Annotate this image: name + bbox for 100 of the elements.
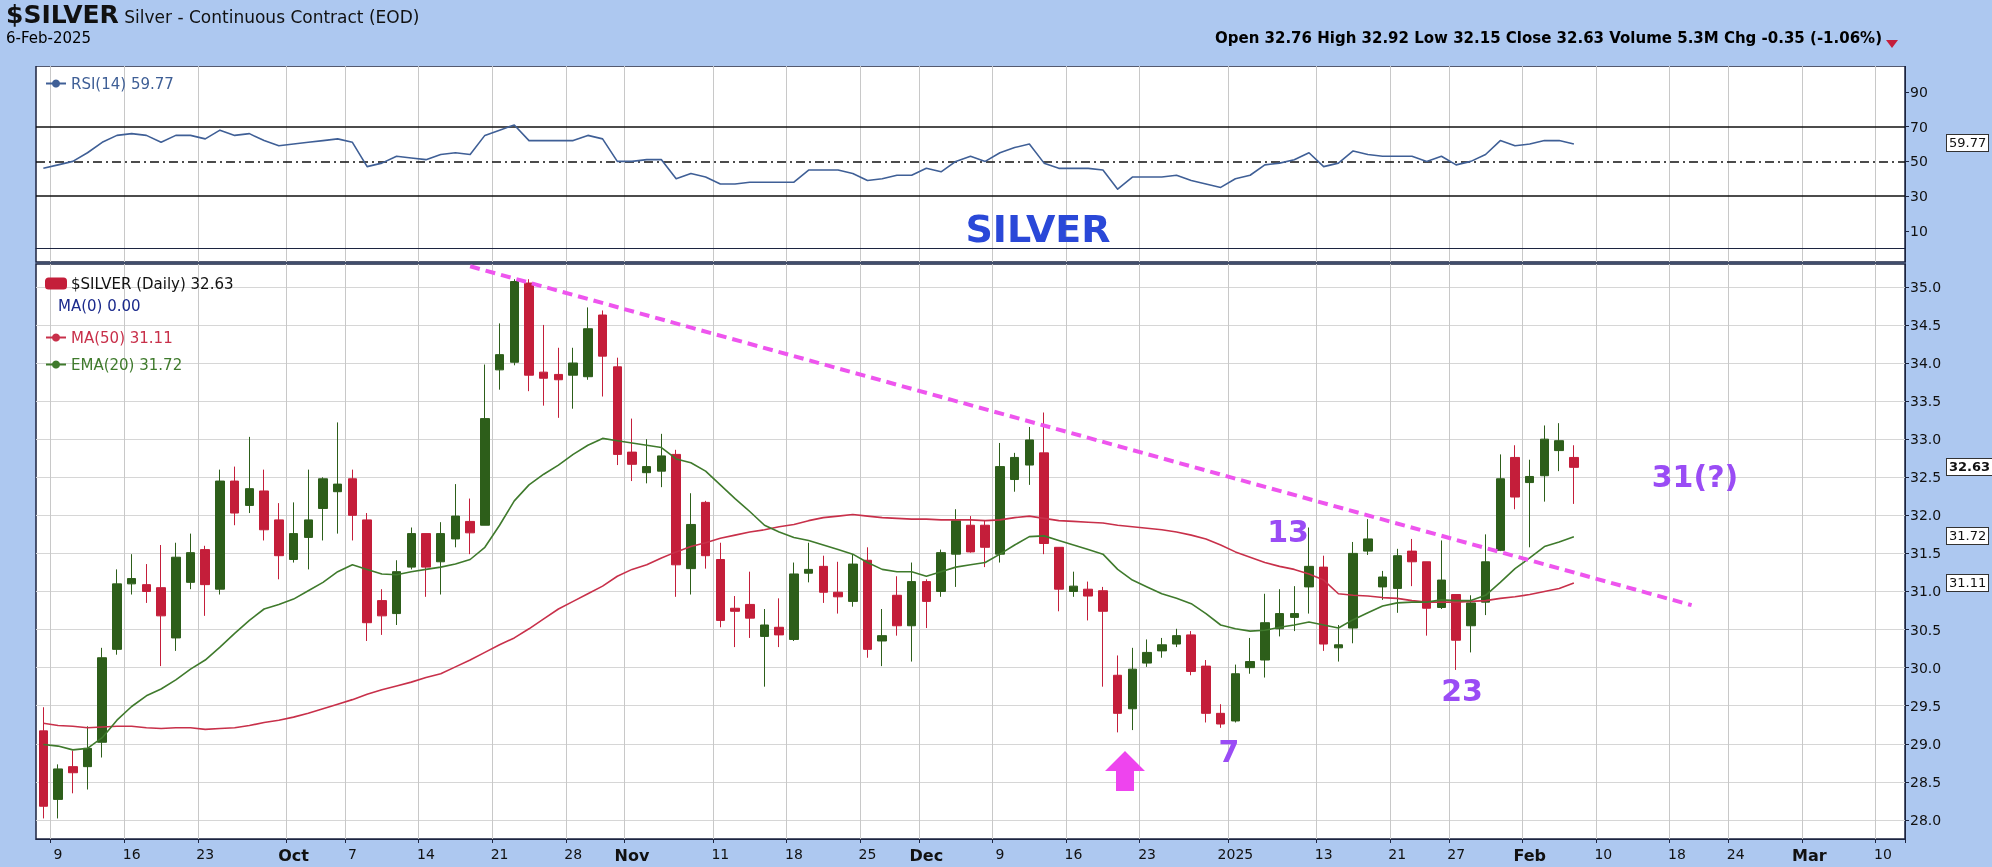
x-tick-label: Mar [1792,845,1827,865]
candlestick [701,500,710,570]
y-tick-label: 34.5 [1910,316,1942,333]
candlestick [774,597,784,648]
candlestick [863,546,872,659]
text: Open 32.76 High 32.92 Low 32.15 Close 32.63 Volume 5.3M Chg -0.35 (-1.06%) [1214,29,1882,47]
candlestick [156,544,166,667]
candlestick [1348,541,1358,644]
y-tick-label: 10 [1910,222,1928,239]
candlestick [1319,555,1328,652]
candlestick [304,469,313,570]
x-tick-label: 21 [490,846,509,862]
text: 31.72 [1946,527,1990,545]
y-tick-label: 32.0 [1910,507,1942,524]
candlestick [200,545,210,617]
candlestick [745,571,755,639]
text: 6-Feb-2025 [6,29,92,47]
candlestick [833,561,843,615]
candlestick [1275,588,1284,637]
annotation: MA(0) 0.00 [58,297,141,315]
x-tick-label: Oct [278,845,310,865]
x-tick-label: 23 [196,846,215,862]
candlestick [230,466,239,526]
x-tick-label: 18 [1667,846,1686,862]
x-tick-label: 28 [564,846,583,862]
y-tick-label: 90 [1910,84,1928,101]
candlestick [1481,533,1490,616]
x-tick-label: 23 [1138,846,1157,862]
x-tick-label: Nov [614,845,650,865]
candlestick [1128,647,1137,731]
annotation: 23 [1441,672,1483,708]
candlestick [465,498,475,555]
candlestick [995,442,1005,564]
candlestick [1186,630,1196,676]
y-tick-label: 31.0 [1910,583,1942,600]
candlestick [1172,628,1181,648]
y-tick-label: 50 [1910,153,1928,170]
y-tick-label: 30.5 [1910,621,1942,638]
candlestick [819,555,828,604]
candlestick [1142,638,1152,668]
candlestick [716,542,725,628]
chart-title: $SILVER [6,0,119,29]
candlestick [333,421,342,535]
candlestick [127,553,136,596]
candlestick [39,706,48,819]
candlestick [1554,422,1564,472]
candlestick [598,309,607,398]
candlestick [97,647,107,759]
candlestick [289,501,298,564]
candlestick [568,347,578,410]
legend-label: EMA(20) 31.72 [71,355,183,374]
candlestick [657,433,666,488]
candlestick [730,595,740,648]
candlestick [1231,664,1240,723]
annotation: 31(?) [1651,458,1739,494]
candlestick [377,588,387,636]
annotation: 7 [1218,733,1240,769]
candlestick [83,725,92,790]
y-tick-label: 28.5 [1910,773,1942,790]
line-series [42,124,1575,190]
x-tick-label: 9 [995,846,1005,862]
x-tick-label: 21 [1388,846,1407,862]
candlestick [554,347,563,419]
x-tick-label: 18 [784,846,803,862]
chart-subtitle: Silver - Continuous Contract (EOD) [123,7,420,27]
candlestick [510,278,519,366]
candlestick [392,559,401,626]
candlestick [1466,594,1476,653]
x-tick-label: 24 [1726,846,1745,862]
text: 59.77 [1946,134,1990,152]
candlestick [142,563,151,604]
candlestick [1378,570,1387,601]
x-tick-label: 11 [711,846,730,862]
candlestick [274,502,284,580]
x-tick-label: 27 [1447,846,1466,862]
x-tick-label: Feb [1513,845,1547,865]
candlestick [1054,546,1064,612]
candlestick [627,418,637,482]
candlestick [951,508,961,588]
candlestick [1393,548,1402,614]
candlestick [686,492,696,596]
candlestick [642,438,651,484]
x-tick-label: Dec [909,845,944,865]
legend-label: RSI(14) 59.77 [71,74,174,93]
y-tick-label: 33.5 [1910,393,1942,410]
candlestick [1525,459,1534,548]
y-tick-label: 29.5 [1910,697,1942,714]
x-tick-label: 16 [122,846,141,862]
candlestick [1496,453,1505,552]
candlestick [245,436,254,514]
candlestick [583,306,593,381]
candlestick [1407,538,1417,587]
candlestick [259,469,269,541]
candlestick [1290,585,1299,632]
x-tick-label: 16 [1064,846,1083,862]
x-tick-label: 7 [347,846,357,862]
candlestick [436,521,445,596]
candlestick [1201,659,1211,723]
candlestick [407,527,416,570]
line-series [42,513,1575,731]
